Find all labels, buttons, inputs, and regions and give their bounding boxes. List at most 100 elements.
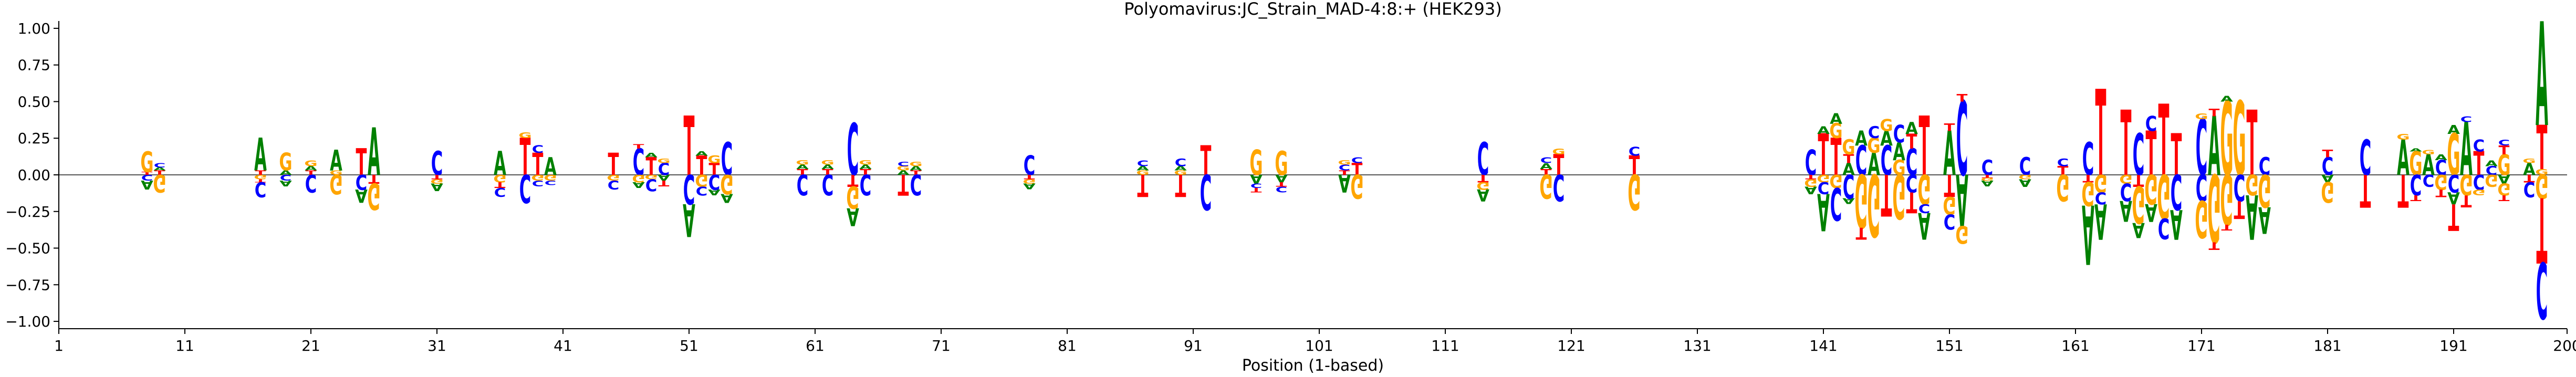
logo-letter-c: C [280, 173, 292, 183]
logo-letter-c: C [2322, 152, 2334, 181]
logo-letter-a: A [1805, 184, 1817, 196]
logo-letter-a: A [1956, 158, 1968, 240]
logo-letter-a: A [708, 187, 721, 197]
logo-letter-g: G [153, 169, 166, 197]
logo-letter-g: G [1539, 167, 1552, 205]
x-tick-label: 161 [2061, 337, 2089, 354]
logo-letter-t: T [2121, 91, 2132, 196]
logo-letter-a: A [2321, 172, 2334, 184]
logo-letter-t: T [2436, 187, 2447, 199]
logo-letter-c: C [1855, 137, 1868, 185]
logo-letter-t: T [255, 178, 267, 183]
logo-letter-g: G [2535, 167, 2548, 177]
logo-letter-g: G [2447, 122, 2460, 188]
logo-letter-t: T [1906, 130, 1917, 153]
logo-letter-g: G [2459, 167, 2473, 201]
logo-letter-g: G [2422, 149, 2435, 156]
y-tick-label: 1.00 [18, 20, 50, 37]
logo-letter-t: T [1906, 185, 1917, 218]
logo-letter-c: C [2360, 130, 2372, 186]
logo-letter-t: T [306, 169, 317, 176]
x-tick-label: 101 [1305, 337, 1333, 354]
logo-letter-g: G [2195, 111, 2208, 121]
logo-letter-c: C [1175, 157, 1187, 169]
logo-letter-t: T [1024, 173, 1035, 181]
logo-letter-t: T [608, 146, 619, 182]
logo-letter-t: T [520, 128, 531, 187]
x-axis-ticks: 1 11 21 31 41 51 61 71 81 91 101 111 121 131 141 151 161… [54, 329, 2576, 354]
logo-letter-t: T [1352, 160, 1363, 179]
logo-letter-a: A [2208, 100, 2220, 194]
logo-letter-g: G [1867, 135, 1880, 158]
logo-letter-g: G [2195, 189, 2208, 248]
logo-letter-g: G [1917, 165, 1931, 213]
logo-letter-g: G [859, 159, 872, 166]
logo-letter-t: T [2058, 164, 2069, 177]
logo-letter-t: T [633, 143, 644, 150]
logo-letter-t: T [495, 180, 506, 190]
logo-letter-t: T [898, 167, 909, 201]
logo-letter-t: T [684, 100, 695, 194]
x-tick-label: 191 [2439, 337, 2467, 354]
logo-letter-c: C [2196, 166, 2208, 209]
logo-letter-a: A [859, 163, 872, 171]
logo-letter-g: G [644, 173, 658, 181]
logo-letter-a: A [2410, 148, 2423, 152]
logo-letter-t: T [1541, 167, 1552, 177]
logo-letter-c: C [860, 167, 872, 201]
logo-letter-c: C [2536, 244, 2548, 334]
logo-letter-g: G [2119, 172, 2132, 185]
logo-letter-c: C [2057, 157, 2069, 169]
logo-letter-c: C [2234, 166, 2246, 209]
y-axis-ticks: −1.00 −0.75 −0.50 −0.25 0.00 0.25 0.50 0.75 1.00 [5, 20, 59, 330]
logo-letter-t: T [659, 179, 670, 188]
logo-letter-a: A [1174, 165, 1187, 172]
logo-letter-c: C [910, 167, 922, 201]
logo-letter-c: C [1276, 184, 1288, 194]
logo-letter-c: C [2486, 164, 2498, 177]
logo-letter-g: G [1867, 154, 1880, 254]
logo-letter-g: G [2497, 180, 2510, 198]
logo-letter-c: C [2145, 113, 2157, 136]
logo-letter-g: G [2485, 171, 2498, 190]
logo-letter-g: G [544, 173, 557, 183]
logo-letter-g: G [632, 172, 645, 184]
logo-letter-g: G [2409, 145, 2422, 183]
logo-letter-c: C [645, 175, 658, 194]
logo-letter-c: C [431, 145, 443, 183]
logo-letter-g: G [2132, 174, 2145, 234]
logo-letter-a: A [2435, 152, 2447, 162]
logo-letter-t: T [1478, 172, 1489, 184]
logo-letter-c: C [696, 183, 708, 197]
logo-letter-t: T [1201, 137, 1212, 185]
logo-letter-a: A [153, 167, 166, 172]
logo-letter-t: T [2461, 191, 2472, 210]
logo-letter-a: A [330, 144, 342, 177]
y-tick-label: 0.75 [18, 57, 50, 74]
logo-letter-g: G [2233, 80, 2246, 199]
logo-letter-t: T [797, 167, 808, 177]
logo-letter-g: G [2472, 187, 2485, 197]
logo-letter-a: A [1275, 172, 1288, 184]
logo-letter-a: A [1943, 119, 1956, 190]
logo-letter-c: C [1818, 178, 1830, 197]
logo-letter-a: A [1981, 179, 1994, 188]
logo-letter-g: G [2258, 164, 2271, 215]
logo-letter-a: A [141, 177, 153, 191]
logo-letter-g: G [1552, 146, 1565, 156]
logo-letter-g: G [329, 169, 342, 176]
x-tick-label: 31 [427, 337, 446, 354]
logo-letter-a: A [2082, 186, 2094, 280]
logo-letter-a: A [1817, 124, 1830, 137]
logo-letter-a: A [1855, 128, 1868, 151]
logo-letter-c: C [708, 170, 721, 193]
logo-letter-g: G [1854, 158, 1868, 243]
logo-letter-g: G [909, 161, 922, 168]
logo-letter-a: A [2132, 218, 2145, 241]
logo-letter-c: C [2435, 157, 2447, 180]
logo-letter-a: A [910, 165, 922, 172]
logo-letter-c: C [532, 144, 544, 156]
logo-letter-c: C [1629, 145, 1641, 159]
logo-letter-c: C [1981, 157, 1994, 180]
logo-letter-t: T [848, 171, 859, 190]
